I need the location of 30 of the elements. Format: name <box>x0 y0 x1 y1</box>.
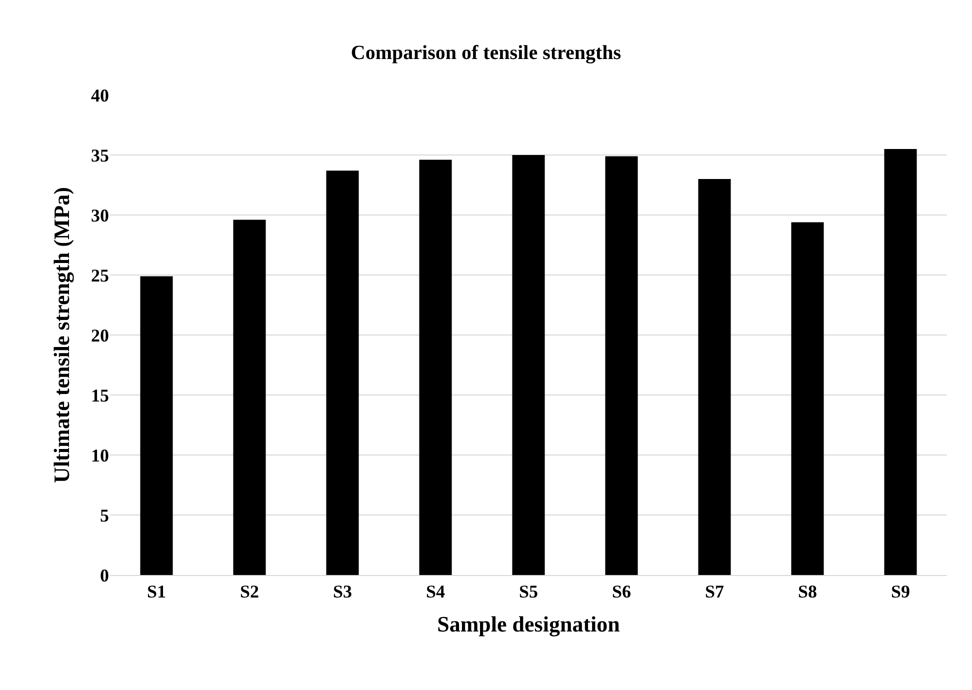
bar <box>605 156 638 575</box>
y-tick-label: 20 <box>91 325 109 346</box>
chart-title: Comparison of tensile strengths <box>350 42 622 64</box>
bar <box>791 222 824 575</box>
bar <box>140 276 173 575</box>
y-tick-label: 30 <box>91 205 109 226</box>
x-tick-label: S6 <box>612 582 632 602</box>
x-tick-label: S5 <box>518 582 538 602</box>
bar <box>698 179 731 575</box>
x-tick-label: S9 <box>890 582 910 602</box>
bar <box>419 160 452 575</box>
x-tick-label: S3 <box>332 582 352 602</box>
y-tick-label: 35 <box>91 145 109 166</box>
x-tick-label: S4 <box>426 582 446 602</box>
bar <box>326 170 359 575</box>
y-tick-label: 10 <box>91 445 109 466</box>
bar <box>512 155 545 575</box>
x-tick-label: S2 <box>240 582 260 602</box>
y-tick-label: 25 <box>91 265 109 286</box>
x-axis-title: Sample designation <box>437 612 620 636</box>
y-tick-label: 5 <box>100 505 109 526</box>
bar <box>233 220 266 575</box>
x-tick-label: S8 <box>798 582 818 602</box>
y-tick-label: 40 <box>91 85 109 106</box>
x-tick-label: S1 <box>146 582 166 602</box>
y-tick-label: 15 <box>91 385 109 406</box>
y-axis-title: Ultimate tensile strength (MPa) <box>48 187 74 483</box>
bar <box>884 149 917 575</box>
x-tick-label: S7 <box>704 582 724 602</box>
y-tick-label: 0 <box>100 565 109 586</box>
